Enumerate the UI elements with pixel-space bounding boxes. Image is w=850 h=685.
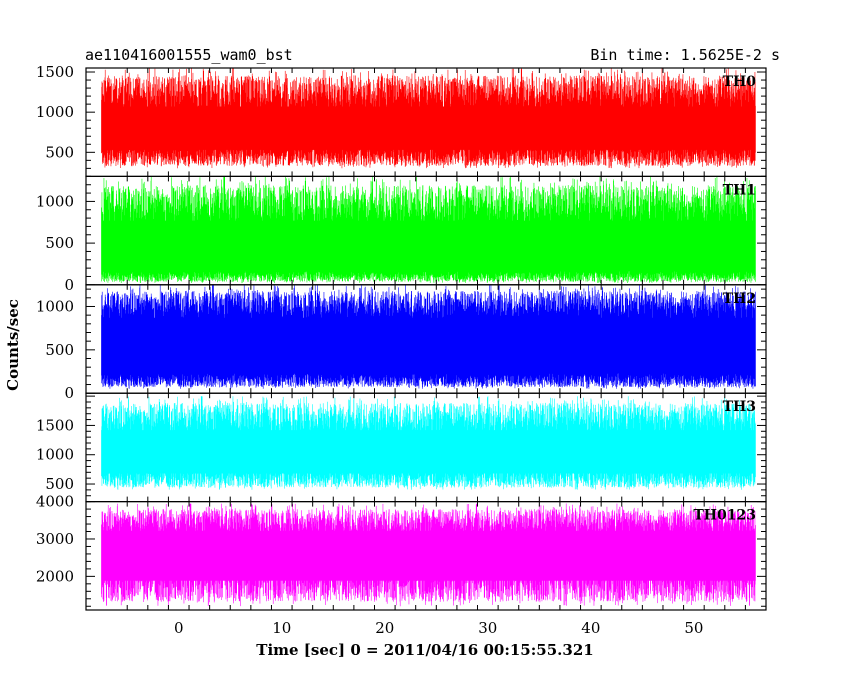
series-line-th3 <box>101 396 756 490</box>
panel-label-th1: TH1 <box>723 182 756 198</box>
x-tick-label: 40 <box>581 619 600 637</box>
y-tick-label: 2000 <box>36 567 74 585</box>
series-line-th0 <box>101 68 756 169</box>
chart-title: ae110416001555_wam0_bst <box>85 46 293 64</box>
x-tick-label: 20 <box>375 619 394 637</box>
panel-frame-th0123 <box>85 501 767 611</box>
panel-label-th2: TH2 <box>723 291 756 307</box>
y-tick-label: 3000 <box>36 530 74 548</box>
x-tick-label: 30 <box>478 619 497 637</box>
y-tick-label: 1500 <box>36 416 74 434</box>
y-tick-label: 500 <box>45 143 74 161</box>
y-tick-label: 4000 <box>36 493 74 511</box>
series-line-th2 <box>101 284 756 389</box>
y-tick-label: 1000 <box>36 103 74 121</box>
panel-label-th3: TH3 <box>723 399 756 415</box>
y-axis-label: Counts/sec <box>4 299 22 391</box>
series-line-th0123 <box>101 503 756 607</box>
y-tick-label: 0 <box>64 276 74 294</box>
y-tick-label: 1500 <box>36 63 74 81</box>
y-tick-label: 1000 <box>36 297 74 315</box>
panel-label-th0123: TH0123 <box>693 508 756 524</box>
y-tick-label: 1000 <box>36 446 74 464</box>
x-tick-label: 50 <box>684 619 703 637</box>
x-tick-label: 10 <box>272 619 291 637</box>
y-tick-label: 500 <box>45 475 74 493</box>
x-tick-label: 0 <box>174 619 184 637</box>
y-tick-label: 500 <box>45 234 74 252</box>
y-tick-label: 1000 <box>36 192 74 210</box>
y-tick-label: 500 <box>45 341 74 359</box>
bin-time-label: Bin time: 1.5625E-2 s <box>590 46 780 64</box>
y-tick-label: 0 <box>64 384 74 402</box>
panel-label-th0: TH0 <box>723 74 757 90</box>
x-axis-label: Time [sec] 0 = 2011/04/16 00:15:55.321 <box>256 641 593 659</box>
series-line-th1 <box>101 176 756 284</box>
